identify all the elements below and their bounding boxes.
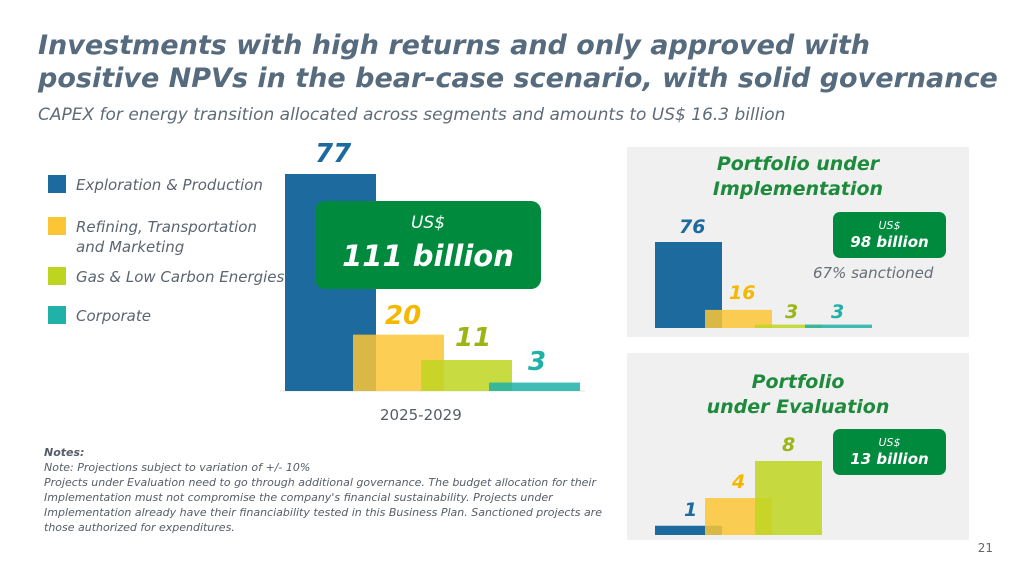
eval-label-gas: 8 <box>782 434 795 456</box>
notes-line2: Projects under Evaluation need to go thr… <box>44 476 602 534</box>
implementation-title: Portfolio under Implementation <box>627 152 969 202</box>
eval-bar-exploration <box>655 525 722 535</box>
page-title: Investments with high returns and only a… <box>38 30 998 94</box>
total-amount: 111 billion <box>342 239 514 273</box>
legend-swatch-refining <box>48 217 66 235</box>
legend-item-corporate: Corporate <box>48 306 151 326</box>
notes-line1: Note: Projections subject to variation o… <box>44 461 311 474</box>
legend-label-refining: Refining, Transportation and Marketing <box>76 218 257 256</box>
evaluation-title-line1: Portfolio <box>751 371 845 393</box>
evaluation-currency: US$ <box>878 436 901 449</box>
main-label-exploration: 77 <box>315 140 352 169</box>
eval-label-exploration: 1 <box>684 499 697 521</box>
page-number: 21 <box>977 541 993 555</box>
implementation-title-line1: Portfolio under <box>716 153 880 175</box>
impl-label-corporate: 3 <box>831 301 844 323</box>
evaluation-title-line2: under Evaluation <box>706 396 890 418</box>
legend-label-exploration: Exploration & Production <box>76 176 263 194</box>
evaluation-amount-badge: US$ 13 billion <box>833 429 946 475</box>
main-label-refining: 20 <box>385 301 421 331</box>
evaluation-amount: 13 billion <box>850 450 929 468</box>
main-label-corporate: 3 <box>528 347 546 377</box>
legend-swatch-gas <box>48 267 66 285</box>
implementation-bar-chart: 76 16 3 3 <box>655 216 872 328</box>
main-bar-corporate <box>489 382 580 391</box>
page-subtitle: CAPEX for energy transition allocated ac… <box>38 105 786 125</box>
eval-bar-gas <box>755 461 822 535</box>
impl-label-refining: 16 <box>729 282 755 304</box>
eval-label-refining: 4 <box>731 471 745 493</box>
legend-item-refining: Refining, Transportation and Marketing <box>48 217 266 257</box>
sanctioned-percentage: 67% sanctioned <box>813 264 934 282</box>
impl-label-exploration: 76 <box>679 216 705 238</box>
implementation-amount-badge: US$ 98 billion <box>833 212 946 258</box>
notes-header: Notes: <box>44 446 85 459</box>
legend-label-corporate: Corporate <box>76 307 151 325</box>
legend-label-gas: Gas & Low Carbon Energies <box>76 268 285 286</box>
implementation-amount: 98 billion <box>850 233 929 251</box>
main-label-gas: 11 <box>455 323 491 353</box>
legend-item-exploration: Exploration & Production <box>48 175 263 195</box>
notes: Notes: Note: Projections subject to vari… <box>44 445 624 535</box>
impl-bar-corporate <box>805 324 872 328</box>
evaluation-title: Portfolio under Evaluation <box>627 370 969 420</box>
implementation-title-line2: Implementation <box>712 178 884 200</box>
legend-swatch-exploration <box>48 175 66 193</box>
total-capex-badge: US$ 111 billion <box>315 201 541 289</box>
legend-swatch-corporate <box>48 306 66 324</box>
period-label: 2025-2029 <box>380 406 462 424</box>
impl-bar-refining <box>705 309 772 328</box>
evaluation-panel: Portfolio under Evaluation US$ 13 billio… <box>627 353 969 540</box>
legend-item-gas: Gas & Low Carbon Energies <box>48 267 284 287</box>
impl-bar-gas <box>755 324 822 328</box>
evaluation-bar-chart: 1 4 8 <box>655 434 822 535</box>
implementation-panel: Portfolio under Implementation US$ 98 bi… <box>627 147 969 337</box>
implementation-currency: US$ <box>878 219 901 232</box>
total-currency: US$ <box>410 213 446 233</box>
impl-label-gas: 3 <box>785 301 798 323</box>
